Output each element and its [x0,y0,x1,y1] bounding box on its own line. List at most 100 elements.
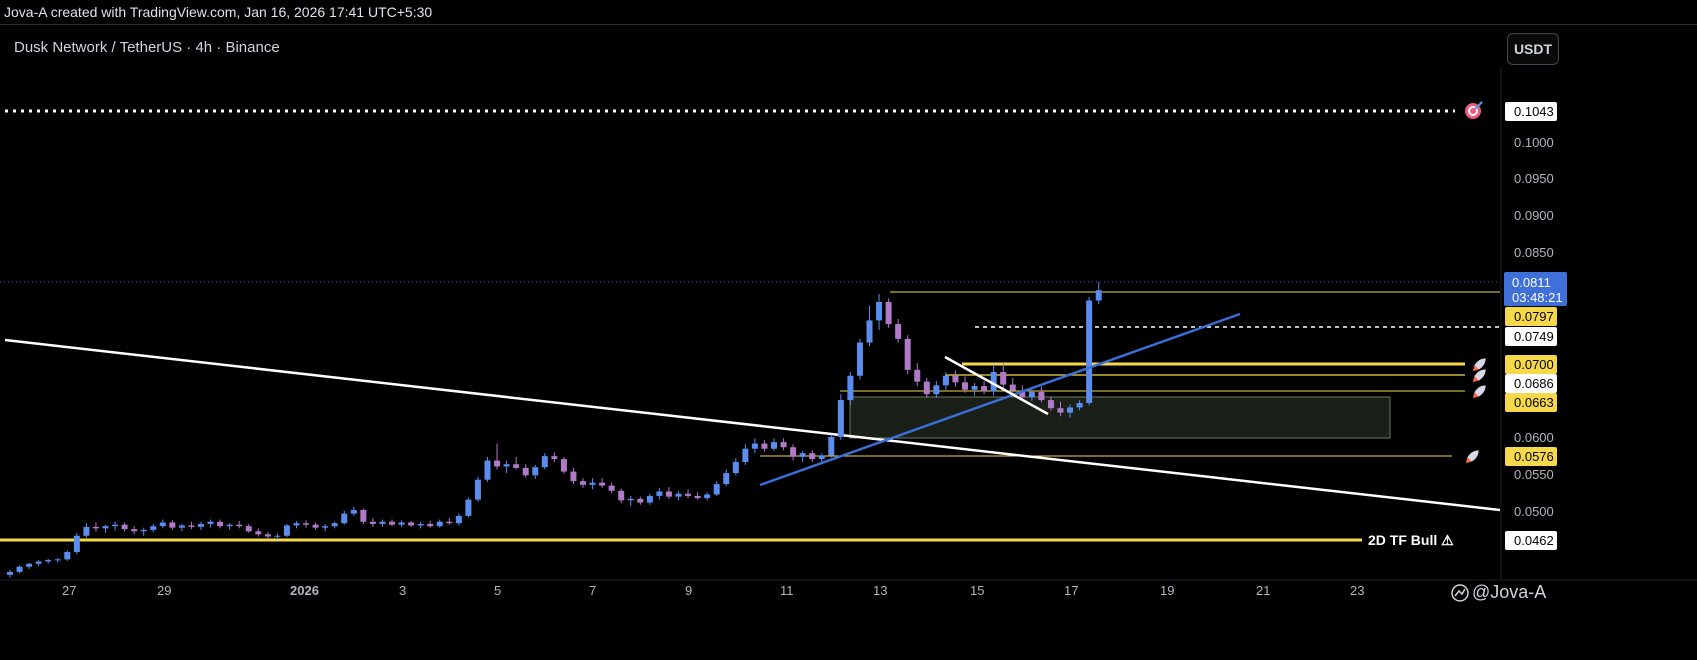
currency-button[interactable]: USDT [1507,33,1559,65]
candle-body[interactable] [866,320,873,343]
candle-body[interactable] [35,561,42,564]
candle-body[interactable] [16,566,23,572]
candle-body[interactable] [608,485,615,491]
candle-body[interactable] [121,524,128,530]
candle-body[interactable] [685,493,692,496]
candle-body[interactable] [971,386,978,390]
candle-body[interactable] [217,521,224,527]
candle-body[interactable] [350,509,357,514]
bull-annotation-text[interactable]: 2D TF Bull ⚠ [1368,532,1454,548]
candle-body[interactable] [732,462,739,474]
candle-body[interactable] [532,467,539,476]
candle-body[interactable] [150,526,157,530]
candle-body[interactable] [360,509,367,522]
candle-body[interactable] [112,524,119,527]
candle-body[interactable] [923,381,930,395]
candle-body[interactable] [131,529,138,532]
candle-body[interactable] [1038,391,1045,401]
candle-body[interactable] [818,455,825,460]
price-axis[interactable]: 0.1000 0.0950 0.0900 0.0850 0.0600 0.055… [1514,135,1554,519]
time-axis[interactable]: 27 29 2026 3 5 7 9 11 13 15 17 19 21 23 [62,583,1364,598]
candle-body[interactable] [102,526,109,529]
candle-body[interactable] [675,493,682,497]
candle-body[interactable] [790,447,797,457]
candle-body[interactable] [369,521,376,524]
candle-body[interactable] [541,456,548,468]
candle-body[interactable] [255,531,262,535]
candle-body[interactable] [245,526,252,532]
blue-uptrend-line[interactable] [759,312,1241,487]
candle-body[interactable] [589,482,596,485]
candle-body[interactable] [952,375,959,383]
candle-body[interactable] [465,499,472,516]
candle-body[interactable] [570,471,577,482]
candle-body[interactable] [876,301,883,321]
candle-body[interactable] [656,491,663,496]
candle-body[interactable] [627,498,634,501]
candle-body[interactable] [981,386,988,392]
candle-body[interactable] [904,338,911,370]
candle-body[interactable] [331,523,338,527]
candle-body[interactable] [293,523,300,526]
candle-body[interactable] [580,481,586,485]
demand-zone-box[interactable] [849,396,1391,439]
candle-body[interactable] [54,559,61,561]
candle-body[interactable] [494,460,501,467]
candle-body[interactable] [64,551,71,560]
candle-body[interactable] [427,523,434,527]
candle-body[interactable] [436,521,443,527]
candle-body[interactable] [799,453,806,457]
candle-body[interactable] [1000,372,1007,385]
candle-body[interactable] [599,482,606,486]
candle-body[interactable] [198,523,204,527]
candle-body[interactable] [856,342,863,376]
white-downtrend-line[interactable] [4,338,1500,512]
candle-body[interactable] [341,513,348,524]
candle-body[interactable] [474,479,481,500]
candle-body[interactable] [1009,384,1016,391]
candle-body[interactable] [694,495,701,499]
candle-body[interactable] [990,372,997,392]
candle-body[interactable] [188,525,195,527]
candle-body[interactable] [751,443,758,449]
candle-body[interactable] [933,385,940,395]
candle-body[interactable] [7,571,13,575]
candle-body[interactable] [83,526,90,536]
candle-body[interactable] [226,524,233,527]
candle-body[interactable] [551,456,558,460]
candle-body[interactable] [389,521,395,525]
candle-body[interactable] [560,459,567,472]
candle-body[interactable] [665,491,672,497]
candle-body[interactable] [169,522,176,528]
candle-body[interactable] [1095,290,1102,301]
candle-body[interactable] [885,301,892,325]
candle-body[interactable] [159,522,166,527]
candle-body[interactable] [484,460,491,480]
candle-body[interactable] [809,453,816,460]
candle-body[interactable] [837,400,844,437]
candle-body[interactable] [398,522,405,525]
candle-body[interactable] [847,375,854,401]
candle-body[interactable] [618,490,625,501]
candle-body[interactable] [274,535,281,537]
candle-body[interactable] [417,523,424,526]
candle-body[interactable] [704,494,711,499]
candle-body[interactable] [895,324,902,339]
candle-body[interactable] [723,473,730,485]
candle-body[interactable] [522,467,529,476]
candle-body[interactable] [1086,300,1093,404]
candle-body[interactable] [771,442,777,449]
candle-body[interactable] [264,534,271,537]
candle-body[interactable] [637,498,644,503]
candle-body[interactable] [1019,390,1026,398]
candle-body[interactable] [942,375,949,386]
candle-body[interactable] [140,529,147,532]
candle-body[interactable] [761,443,768,449]
candle-body[interactable] [646,495,653,503]
candle-body[interactable] [780,442,787,448]
candle-body[interactable] [303,523,310,525]
candle-body[interactable] [1057,408,1064,413]
candle-body[interactable] [713,484,720,495]
candle-body[interactable] [408,522,415,526]
